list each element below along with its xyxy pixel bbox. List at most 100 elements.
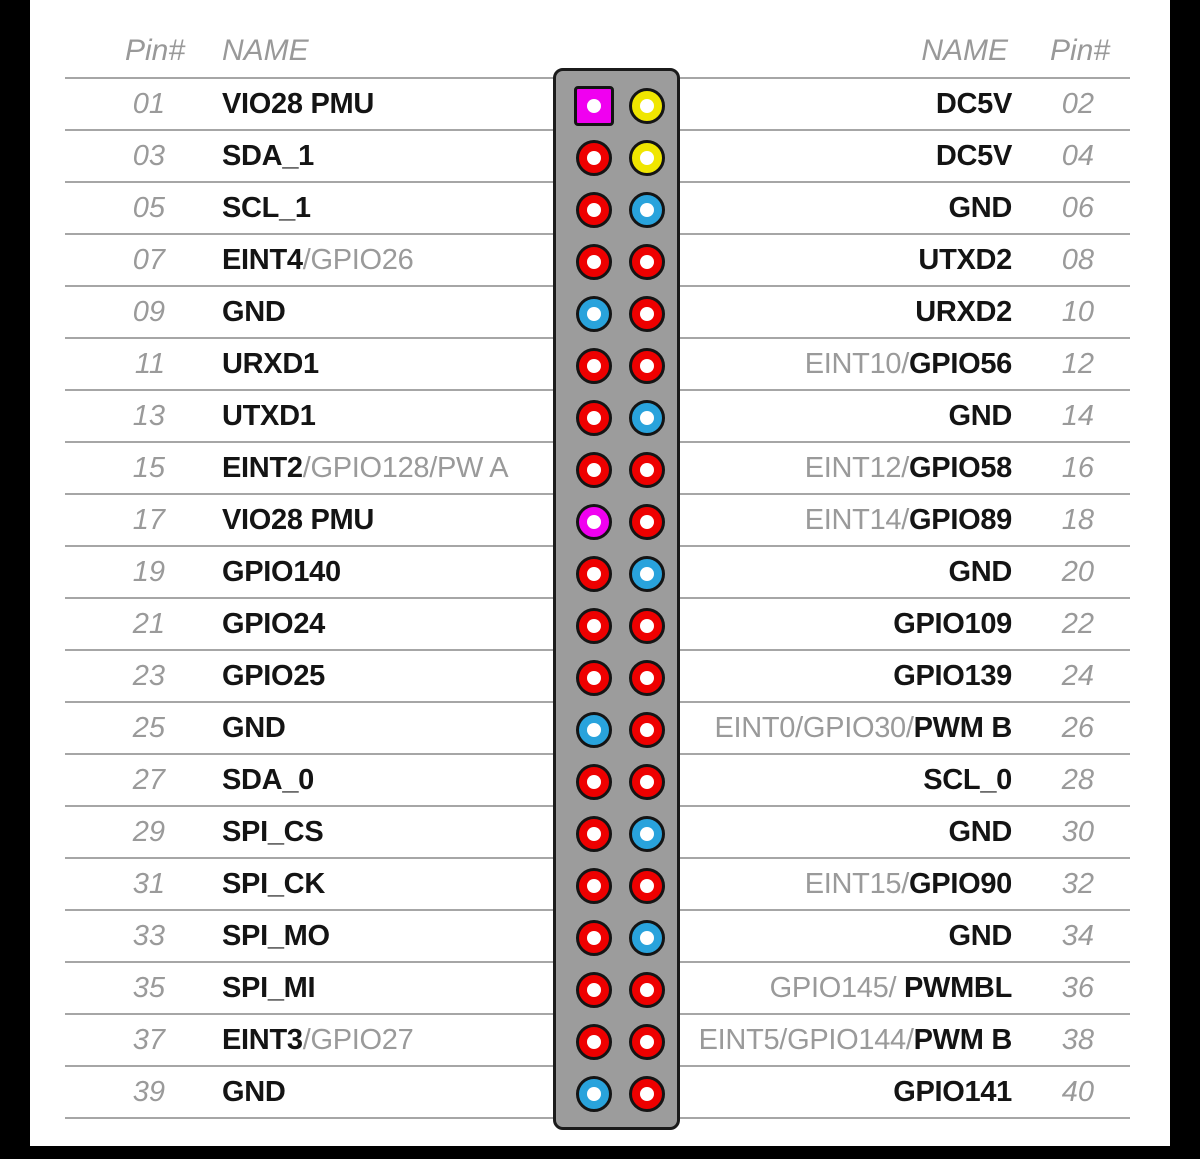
pad-hole xyxy=(587,827,601,841)
pin-name-segment: GPIO58 xyxy=(909,451,1012,484)
pad-hole xyxy=(640,931,654,945)
pin-name-segment: SPI_MI xyxy=(222,971,316,1004)
pin-pad-35 xyxy=(576,972,612,1008)
pin-name: DC5V xyxy=(680,88,1012,121)
pin-pad-10 xyxy=(629,296,665,332)
pin-pad-11 xyxy=(576,348,612,384)
pin-number: 22 xyxy=(1061,607,1094,640)
pad-hole xyxy=(640,203,654,217)
pin-number: 23 xyxy=(132,659,165,692)
pin-name: GND xyxy=(680,920,1012,953)
pad-hole xyxy=(587,671,601,685)
pin-number: 28 xyxy=(1061,763,1094,796)
pin-name-segment: SDA_1 xyxy=(222,139,314,172)
pin-name: GPIO109 xyxy=(680,608,1012,641)
pin-row-right-08: UTXD2 08 xyxy=(680,235,1130,287)
pin-name: GPIO25 xyxy=(165,660,325,693)
pin-name-segment: EINT5/GPIO144/ xyxy=(698,1023,914,1056)
pin-name-segment: GPIO90 xyxy=(909,867,1012,900)
pad-hole xyxy=(587,99,601,113)
pin-row-left-33: 33 SPI_MO xyxy=(65,911,553,963)
pin-row-right-34: GND 34 xyxy=(680,911,1130,963)
pad-hole xyxy=(640,463,654,477)
pin-number: 31 xyxy=(132,867,165,900)
pin-number: 25 xyxy=(132,711,165,744)
pad-hole xyxy=(640,411,654,425)
pin-row-right-20: GND 20 xyxy=(680,547,1130,599)
pin-row-left-37: 37 EINT3/GPIO27 xyxy=(65,1015,553,1067)
pin-pad-07 xyxy=(576,244,612,280)
right-black-border xyxy=(1170,0,1200,1159)
pin-name-segment: GND xyxy=(222,1075,286,1108)
header-name-left: NAME xyxy=(222,34,309,67)
pin-number: 38 xyxy=(1061,1023,1094,1056)
pin-name-segment: EINT12/ xyxy=(804,451,910,484)
pin-pad-26 xyxy=(629,712,665,748)
header-name-right: NAME xyxy=(921,34,1008,67)
pin-name-segment: /GPIO128/PW A xyxy=(302,451,509,484)
pin-row-right-10: URXD2 10 xyxy=(680,287,1130,339)
pin-name: GPIO139 xyxy=(680,660,1012,693)
pad-hole xyxy=(587,775,601,789)
pin-name: GND xyxy=(165,712,286,745)
pin-name-segment: GPIO140 xyxy=(222,555,341,588)
pin-pad-05 xyxy=(576,192,612,228)
gpio-connector-strip xyxy=(553,68,680,1130)
pin-row-left-09: 09 GND xyxy=(65,287,553,339)
left-black-border xyxy=(0,0,30,1159)
pad-hole xyxy=(587,515,601,529)
pin-name: VIO28 PMU xyxy=(165,88,374,121)
pad-hole xyxy=(587,1087,601,1101)
pin-number: 08 xyxy=(1061,243,1094,276)
pin-pad-17 xyxy=(576,504,612,540)
pin-name-segment: UTXD1 xyxy=(222,399,316,432)
left-pin-table: 01 VIO28 PMU 03 SDA_1 05 SCL_1 07 EINT4/GPIO26 0… xyxy=(65,77,553,1119)
pin-number: 11 xyxy=(134,347,165,380)
pin-pad-13 xyxy=(576,400,612,436)
pin-name: SPI_CK xyxy=(165,868,325,901)
pin-number: 27 xyxy=(132,763,165,796)
pin-pad-02 xyxy=(629,88,665,124)
pin-pad-34 xyxy=(629,920,665,956)
pin-row-right-40: GPIO141 40 xyxy=(680,1067,1130,1119)
pin-pad-14 xyxy=(629,400,665,436)
pin-row-right-16: EINT12/GPIO58 16 xyxy=(680,443,1130,495)
pin-pad-20 xyxy=(629,556,665,592)
pin-pad-03 xyxy=(576,140,612,176)
pin-name-segment: GND xyxy=(222,711,286,744)
pad-hole xyxy=(640,723,654,737)
pad-hole xyxy=(587,931,601,945)
pin-row-left-27: 27 SDA_0 xyxy=(65,755,553,807)
pin-name-segment: EINT0/GPIO30/ xyxy=(714,711,914,744)
pin-number: 04 xyxy=(1061,139,1094,172)
pad-hole xyxy=(587,983,601,997)
pin-row-left-07: 07 EINT4/GPIO26 xyxy=(65,235,553,287)
pin-pad-04 xyxy=(629,140,665,176)
pin-pad-08 xyxy=(629,244,665,280)
pin-row-right-22: GPIO109 22 xyxy=(680,599,1130,651)
pin-name: SCL_1 xyxy=(165,192,311,225)
pin-name: URXD2 xyxy=(680,296,1012,329)
pad-hole xyxy=(640,567,654,581)
pin-name-segment: SPI_CK xyxy=(222,867,325,900)
pin-row-left-39: 39 GND xyxy=(65,1067,553,1119)
pin-number: 26 xyxy=(1061,711,1094,744)
pad-hole xyxy=(587,203,601,217)
pin-name-segment: GPIO139 xyxy=(893,659,1012,692)
pad-hole xyxy=(640,1035,654,1049)
pin-name: SPI_MO xyxy=(165,920,330,953)
pin-pad-36 xyxy=(629,972,665,1008)
pin-pad-01 xyxy=(574,86,614,126)
pin-name-segment: GND xyxy=(948,815,1012,848)
pin-name: EINT12/GPIO58 xyxy=(680,451,1013,485)
pin-name-segment: GND xyxy=(948,399,1012,432)
pin-name: EINT5/GPIO144/PWM B xyxy=(680,1023,1013,1057)
pin-pad-15 xyxy=(576,452,612,488)
pin-name-segment: SDA_0 xyxy=(222,763,314,796)
pin-name-segment: EINT14/ xyxy=(804,503,910,536)
pad-hole xyxy=(640,255,654,269)
pad-hole xyxy=(640,151,654,165)
pin-name-segment: URXD2 xyxy=(915,295,1012,328)
pad-hole xyxy=(587,723,601,737)
